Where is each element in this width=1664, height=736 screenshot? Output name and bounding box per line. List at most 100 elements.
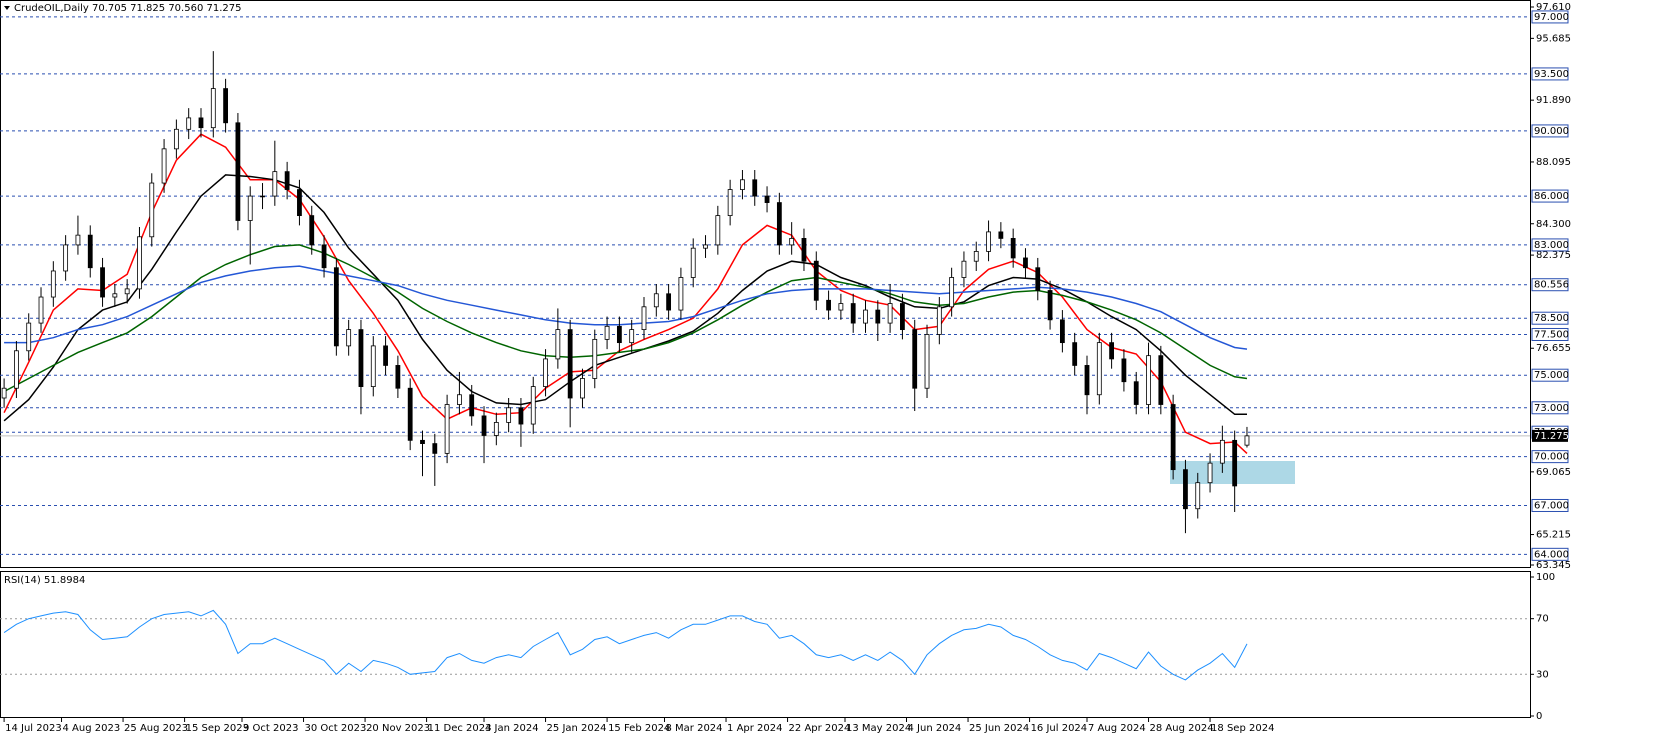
candle-body	[420, 439, 425, 444]
candle-body	[321, 244, 327, 269]
candle-body	[100, 267, 105, 298]
level-label: 93.500	[1534, 69, 1569, 80]
level-label: 70.000	[1534, 452, 1569, 463]
candle-body	[936, 306, 942, 335]
candle-body	[1023, 257, 1028, 269]
candle-body	[813, 260, 819, 301]
candle-body	[1084, 365, 1090, 396]
candle-body	[740, 179, 745, 190]
candle-body	[912, 329, 918, 389]
candle-body	[1232, 439, 1238, 487]
level-label-box	[1531, 278, 1569, 292]
x-tick-label: 15 Feb 2024	[608, 723, 670, 734]
x-tick-label: 28 Aug 2024	[1150, 723, 1214, 734]
y-tick-label: 91.890	[1536, 95, 1571, 106]
rsi-title: RSI(14) 51.8984	[4, 575, 85, 586]
candle-body	[801, 238, 807, 262]
candle-body	[592, 338, 598, 379]
x-tick-label: 1 Apr 2024	[727, 723, 782, 734]
candle-body	[1109, 342, 1115, 360]
rsi-panel	[0, 571, 1531, 718]
price-label: 71.275	[1534, 431, 1569, 442]
candle-body	[358, 329, 364, 387]
candle-body	[949, 277, 955, 308]
level-label-box	[1531, 368, 1569, 382]
candle-body	[493, 422, 499, 436]
candle-body	[530, 386, 536, 425]
x-tick-label: 30 Oct 2023	[305, 723, 367, 734]
level-label: 86.000	[1534, 191, 1569, 202]
level-label-box	[1531, 311, 1569, 325]
level-label: 90.000	[1534, 126, 1569, 137]
candle-body	[715, 215, 721, 246]
candle-body	[506, 407, 512, 423]
candle-body	[653, 293, 659, 308]
candle-body	[518, 407, 524, 425]
candle-body	[1, 387, 7, 399]
candle-body	[297, 189, 302, 217]
candle-body	[887, 303, 893, 324]
candle-body	[924, 334, 930, 389]
candle-body	[678, 277, 684, 311]
candle-body	[309, 215, 315, 246]
level-label-box	[1531, 401, 1569, 415]
y-tick-label: 70	[1536, 614, 1549, 625]
x-tick-label: 9 Oct 2023	[243, 723, 298, 734]
x-tick-label: 15 Sep 2023	[186, 723, 249, 734]
candle-body	[776, 202, 782, 246]
level-label: 64.000	[1534, 549, 1569, 560]
candle-body	[616, 325, 622, 344]
y-tick-label: 63.345	[1536, 560, 1571, 571]
candle-body	[444, 404, 450, 454]
menu-arrow	[4, 6, 10, 10]
level-label-box	[1531, 10, 1569, 24]
y-tick-label: 100	[1536, 572, 1555, 583]
y-tick-label: 82.375	[1536, 250, 1571, 261]
main-panel	[0, 0, 1531, 568]
x-tick-label: 13 May 2024	[846, 723, 911, 734]
candle-body	[629, 329, 635, 344]
level-label: 77.500	[1534, 329, 1569, 340]
y-tick-label: 69.065	[1536, 467, 1571, 478]
level-label-box	[1531, 450, 1569, 464]
x-tick-label: 4 Aug 2023	[63, 723, 121, 734]
y-tick-label: 84.300	[1536, 219, 1571, 230]
candle-body	[370, 345, 376, 387]
candle-body	[1244, 435, 1250, 446]
candle-body	[469, 394, 475, 417]
candle-body	[764, 195, 770, 203]
candle-body	[235, 122, 241, 221]
candle-body	[567, 329, 573, 399]
candle-body	[727, 189, 733, 217]
candle-body	[555, 329, 561, 360]
candle-body	[1207, 462, 1213, 484]
level-label: 75.000	[1534, 370, 1569, 381]
level-label-box	[1531, 327, 1569, 341]
candle-body	[789, 238, 795, 246]
x-tick-label: 4 Jun 2024	[908, 723, 962, 734]
x-tick-label: 14 Jul 2023	[5, 723, 62, 734]
candle-body	[137, 236, 142, 290]
candle-body	[641, 306, 647, 331]
x-tick-label: 22 Apr 2024	[789, 723, 851, 734]
candle-body	[481, 415, 487, 436]
candle-body	[838, 303, 844, 311]
candle-body	[1072, 342, 1078, 366]
candle-body	[1047, 290, 1053, 321]
price-label-box	[1532, 429, 1568, 442]
x-tick-label: 20 Nov 2023	[366, 723, 430, 734]
candle-body	[690, 247, 696, 278]
level-label-box	[1531, 67, 1569, 81]
candle-body	[580, 378, 585, 399]
candle-body	[149, 182, 155, 238]
candle-body	[87, 234, 93, 269]
candle-body	[333, 267, 339, 347]
level-label-box	[1531, 238, 1569, 252]
level-label-box	[1531, 124, 1569, 138]
candle-body	[986, 231, 991, 252]
level-label: 97.000	[1534, 12, 1569, 23]
candle-body	[124, 288, 130, 295]
candle-body	[432, 443, 438, 454]
candle-body	[973, 251, 979, 262]
